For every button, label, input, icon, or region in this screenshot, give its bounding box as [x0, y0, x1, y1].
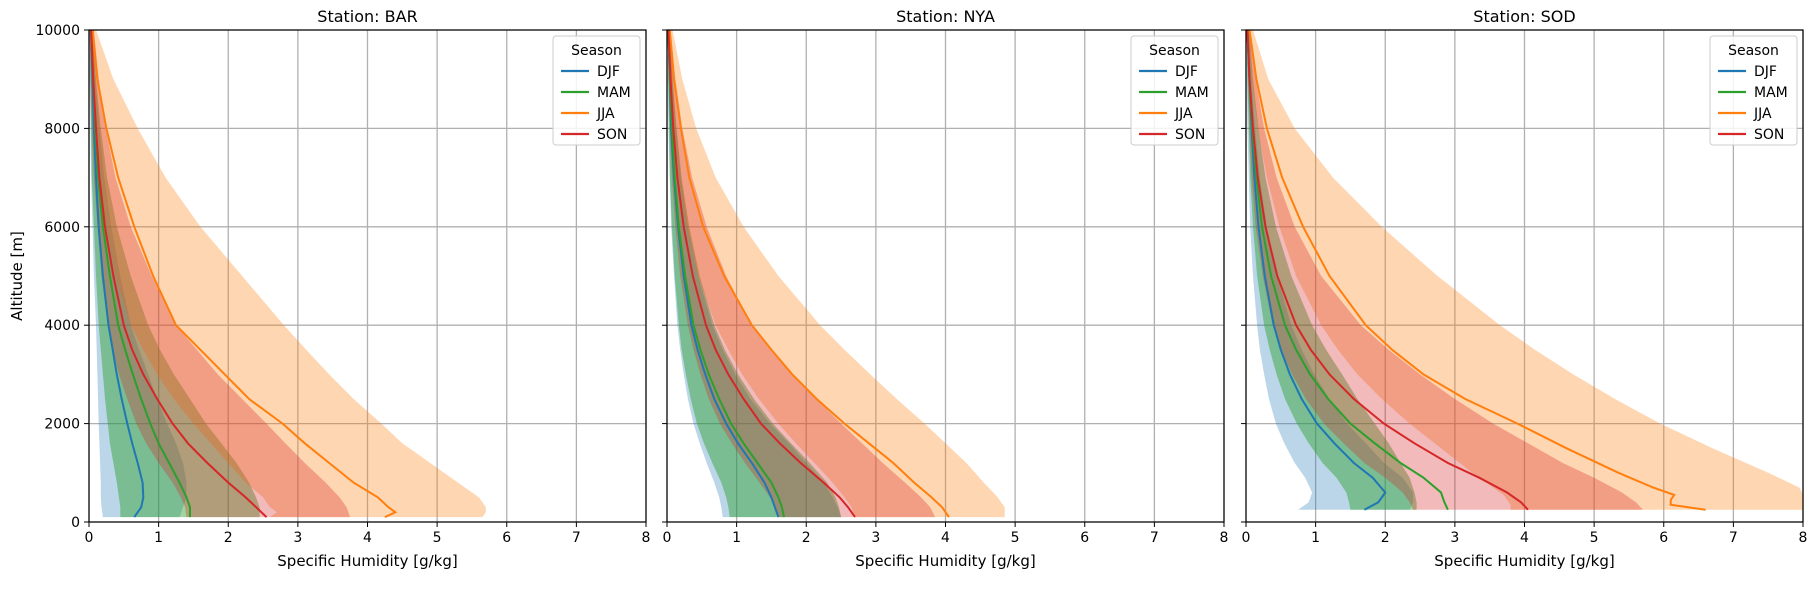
x-axis-label: Specific Humidity [g/kg]: [855, 552, 1035, 570]
x-tick-label: 1: [154, 530, 163, 546]
x-axis-label: Specific Humidity [g/kg]: [1434, 552, 1614, 570]
line-djf: [90, 30, 145, 518]
line-jja: [668, 30, 950, 518]
band-jja: [668, 30, 1005, 518]
x-tick-label: 1: [732, 530, 741, 546]
legend-label-djf: DJF: [1175, 64, 1198, 80]
x-tick-label: 6: [1659, 530, 1668, 546]
x-tick-label: 7: [572, 530, 581, 546]
legend-label-son: SON: [1175, 127, 1205, 143]
chart-title: Station: SOD: [1473, 7, 1575, 26]
legend-title: Season: [571, 43, 622, 59]
plot-area: [667, 30, 1005, 518]
band-djf: [667, 30, 842, 518]
legend-label-djf: DJF: [1754, 64, 1777, 80]
x-tick-label: 5: [1590, 530, 1599, 546]
plot-area: [89, 30, 486, 519]
legend-label-djf: DJF: [597, 64, 620, 80]
x-tick-label: 4: [363, 530, 372, 546]
x-tick-label: 0: [85, 530, 94, 546]
x-tick-label: 3: [293, 530, 302, 546]
y-tick-label: 4000: [44, 318, 80, 334]
line-mam: [90, 30, 191, 518]
legend-box: [552, 35, 641, 146]
x-tick-label: 4: [1520, 530, 1529, 546]
legend-label-mam: MAM: [597, 85, 631, 101]
x-tick-label: 8: [1220, 530, 1229, 546]
band-djf: [1246, 30, 1414, 510]
legend-label-jja: JJA: [596, 106, 615, 122]
band-jja: [90, 30, 486, 518]
legend-box: [1130, 35, 1219, 146]
x-tick-label: 8: [642, 530, 651, 546]
x-tick-label: 6: [502, 530, 511, 546]
band-mam: [1246, 30, 1417, 510]
y-axis-label: Altitude [m]: [8, 231, 26, 321]
chart-title: Station: BAR: [317, 7, 417, 26]
legend-label-son: SON: [1754, 127, 1784, 143]
band-mam: [667, 30, 842, 518]
x-tick-label: 7: [1729, 530, 1738, 546]
legend: Season DJF MAM JJA SON: [1709, 35, 1798, 146]
x-tick-label: 5: [433, 530, 442, 546]
x-tick-label: 0: [663, 530, 672, 546]
x-tick-label: 3: [1450, 530, 1459, 546]
legend-label-jja: JJA: [1174, 106, 1193, 122]
line-mam: [667, 30, 785, 518]
line-son: [667, 30, 856, 518]
band-mam: [89, 30, 260, 518]
x-tick-label: 2: [802, 530, 811, 546]
line-mam: [1246, 30, 1449, 511]
x-tick-label: 7: [1150, 530, 1159, 546]
plot-area: [1246, 30, 1803, 511]
y-tick-label: 6000: [44, 220, 80, 236]
x-tick-label: 4: [941, 530, 950, 546]
x-tick-label: 1: [1311, 530, 1320, 546]
x-axis-label: Specific Humidity [g/kg]: [277, 552, 457, 570]
y-tick-label: 2000: [44, 417, 80, 433]
band-djf: [89, 30, 187, 518]
y-tick-label: 8000: [44, 121, 80, 137]
x-tick-label: 3: [871, 530, 880, 546]
chart-panel-2: 0 1 2 3 4 5 6 7 8 Station: NYA Specific Humidity […: [662, 7, 1228, 570]
line-son: [1246, 30, 1529, 511]
line-jja: [1248, 30, 1706, 511]
line-son: [90, 30, 268, 518]
legend-label-mam: MAM: [1754, 85, 1788, 101]
chart-panel-3: 0 1 2 3 4 5 6 7 8 Station: SOD Specific Humidity […: [1241, 7, 1807, 570]
x-tick-label: 8: [1799, 530, 1808, 546]
chart-panel-1: 0 1 2 3 4 5 6 7 8 0 2000 4000 6000 8000 10000 Station: …: [8, 7, 650, 570]
legend-box: [1709, 35, 1798, 146]
band-jja: [1248, 30, 1803, 510]
legend-label-jja: JJA: [1753, 106, 1772, 122]
legend-label-mam: MAM: [1175, 85, 1209, 101]
legend-label-son: SON: [597, 127, 627, 143]
line-jja: [91, 30, 398, 519]
legend-title: Season: [1149, 43, 1200, 59]
band-son: [667, 30, 936, 518]
x-tick-label: 2: [1381, 530, 1390, 546]
legend: Season DJF MAM JJA SON: [552, 35, 641, 146]
x-tick-label: 5: [1011, 530, 1020, 546]
legend: Season DJF MAM JJA SON: [1130, 35, 1219, 146]
y-tick-label: 0: [71, 515, 80, 531]
line-djf: [1246, 30, 1387, 511]
x-tick-label: 2: [224, 530, 233, 546]
x-tick-label: 6: [1080, 530, 1089, 546]
x-tick-label: 0: [1242, 530, 1251, 546]
chart-title: Station: NYA: [896, 7, 995, 26]
legend-title: Season: [1728, 43, 1779, 59]
y-tick-label: 10000: [35, 23, 80, 39]
